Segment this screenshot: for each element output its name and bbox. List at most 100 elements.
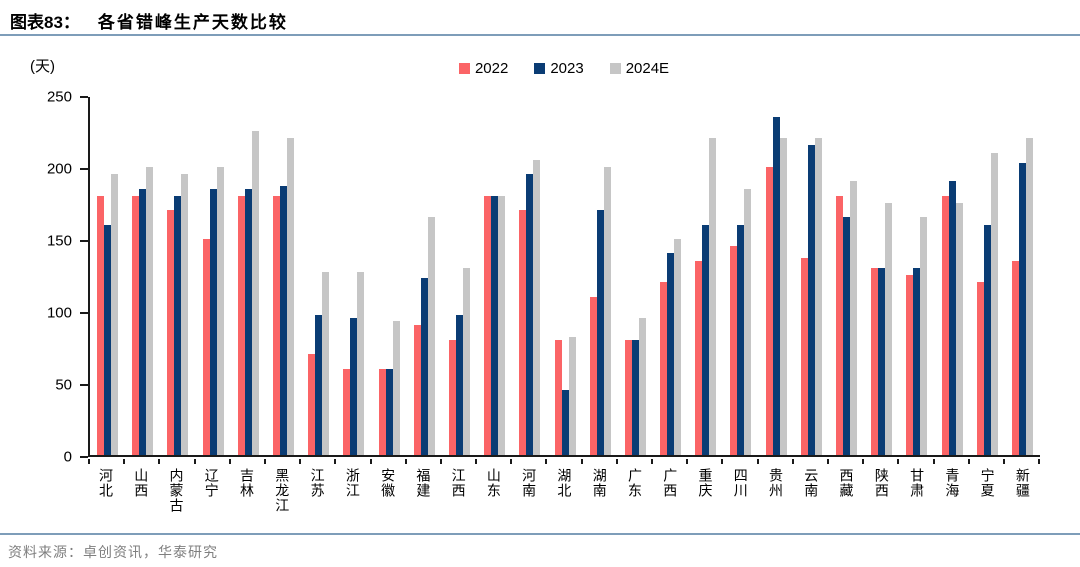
- x-tick-mark: [826, 459, 862, 464]
- bar-2024E-浙江: [357, 272, 365, 455]
- bar-2023-广东: [631, 339, 639, 455]
- x-axis-label-陕西: 陕西: [873, 468, 890, 498]
- bar-group: [448, 267, 470, 455]
- x-axis-label-辽宁: 辽宁: [203, 468, 220, 498]
- bar-2022-湖北: [554, 339, 562, 455]
- bar-2024E-贵州: [779, 138, 787, 455]
- bar-group: [484, 195, 506, 455]
- bar-group-贵州: [759, 97, 794, 455]
- bar-2024E-宁夏: [990, 152, 998, 455]
- bar-2024E-陕西: [885, 203, 893, 455]
- x-tick-mark: [334, 459, 369, 464]
- x-axis-label-新疆: 新疆: [1014, 468, 1031, 498]
- y-tick-mark: [80, 456, 88, 458]
- x-tick-mark: [439, 459, 475, 464]
- bar-2022-山西: [132, 195, 140, 455]
- bar-2023-重庆: [702, 224, 710, 455]
- x-axis-label-安徽: 安徽: [380, 468, 397, 498]
- x-axis-label-山西: 山西: [133, 468, 150, 498]
- x-axis-label-黑龙江: 黑龙江: [274, 468, 291, 513]
- bar-2022-四川: [730, 246, 738, 455]
- bar-group: [624, 318, 646, 455]
- x-label-cell: 浙江: [335, 468, 370, 513]
- y-tick-label: 0: [63, 448, 72, 466]
- x-label-cell: 西藏: [829, 468, 864, 513]
- x-tick-mark: [510, 459, 545, 464]
- x-label-cell: 甘肃: [899, 468, 934, 513]
- y-tick-label: 150: [46, 232, 72, 250]
- bar-2022-湖南: [589, 296, 597, 455]
- bar-2024E-内蒙古: [181, 174, 189, 455]
- bar-group: [202, 167, 224, 455]
- bar-group-浙江: [336, 97, 371, 455]
- bar-2023-安徽: [385, 368, 393, 455]
- bar-2022-江苏: [308, 354, 316, 455]
- bar-group: [132, 167, 154, 455]
- x-label-cell: 安徽: [370, 468, 405, 513]
- bar-2023-湖南: [596, 210, 604, 455]
- x-tick-mark: [580, 459, 616, 464]
- bar-2022-新疆: [1011, 260, 1019, 455]
- x-axis-label-河北: 河北: [97, 468, 114, 498]
- bar-2024E-新疆: [1025, 138, 1033, 455]
- x-axis-label-福建: 福建: [415, 468, 432, 498]
- x-tick-mark: [545, 459, 580, 464]
- bar-2023-新疆: [1018, 162, 1026, 455]
- bar-group: [730, 188, 752, 455]
- bar-group-四川: [723, 97, 758, 455]
- x-tick-mark: [651, 459, 686, 464]
- bar-2023-河北: [104, 224, 112, 455]
- bar-group-湖北: [547, 97, 582, 455]
- bar-2023-西藏: [843, 217, 851, 455]
- bar-2022-云南: [800, 257, 808, 455]
- x-label-cell: 黑龙江: [264, 468, 299, 513]
- x-label-cell: 重庆: [688, 468, 723, 513]
- bar-2022-甘肃: [906, 275, 914, 455]
- x-tick-mark: [228, 459, 264, 464]
- bar-group-重庆: [688, 97, 723, 455]
- bar-2022-江西: [448, 339, 456, 455]
- bar-group: [378, 321, 400, 455]
- bar-group: [554, 336, 576, 455]
- chart-legend: 2022 2023 2024E: [88, 60, 1040, 77]
- x-axis-label-重庆: 重庆: [697, 468, 714, 498]
- bar-group-湖南: [583, 97, 618, 455]
- legend-label: 2022: [474, 60, 509, 77]
- y-tick-label: 250: [46, 88, 72, 106]
- bar-2023-广西: [667, 253, 675, 455]
- bar-2022-吉林: [237, 195, 245, 455]
- bar-group: [765, 116, 787, 455]
- bar-group: [413, 217, 435, 455]
- bar-2022-安徽: [378, 368, 386, 455]
- bar-group: [97, 174, 119, 455]
- bar-group: [589, 167, 611, 455]
- bar-group: [273, 138, 295, 455]
- bar-2023-内蒙古: [174, 195, 182, 455]
- bar-2024E-云南: [814, 138, 822, 455]
- x-label-cell: 吉林: [229, 468, 264, 513]
- bar-2023-江西: [455, 315, 463, 455]
- bar-group: [906, 217, 928, 455]
- x-label-cell: 河南: [511, 468, 546, 513]
- bar-2023-宁夏: [983, 224, 991, 455]
- bar-2022-西藏: [836, 195, 844, 455]
- bar-2024E-甘肃: [920, 217, 928, 455]
- bar-group: [660, 239, 682, 455]
- bar-2022-广西: [660, 282, 668, 455]
- bar-2024E-河南: [533, 159, 541, 455]
- bar-2023-湖北: [561, 390, 569, 455]
- header-divider: [0, 34, 1080, 36]
- bar-2023-黑龙江: [280, 185, 288, 455]
- legend-swatch-icon: [534, 63, 546, 74]
- y-tick-mark: [80, 168, 88, 170]
- bar-group-新疆: [1005, 97, 1040, 455]
- legend-item-2022: 2022: [458, 60, 509, 77]
- bar-group-河北: [90, 97, 125, 455]
- bar-2022-河南: [519, 210, 527, 455]
- bar-2024E-山西: [146, 167, 154, 455]
- x-axis-label-云南: 云南: [803, 468, 820, 498]
- bar-2022-广东: [624, 339, 632, 455]
- bar-2024E-西藏: [850, 181, 858, 455]
- x-label-cell: 新疆: [1005, 468, 1040, 513]
- bar-group: [695, 138, 717, 455]
